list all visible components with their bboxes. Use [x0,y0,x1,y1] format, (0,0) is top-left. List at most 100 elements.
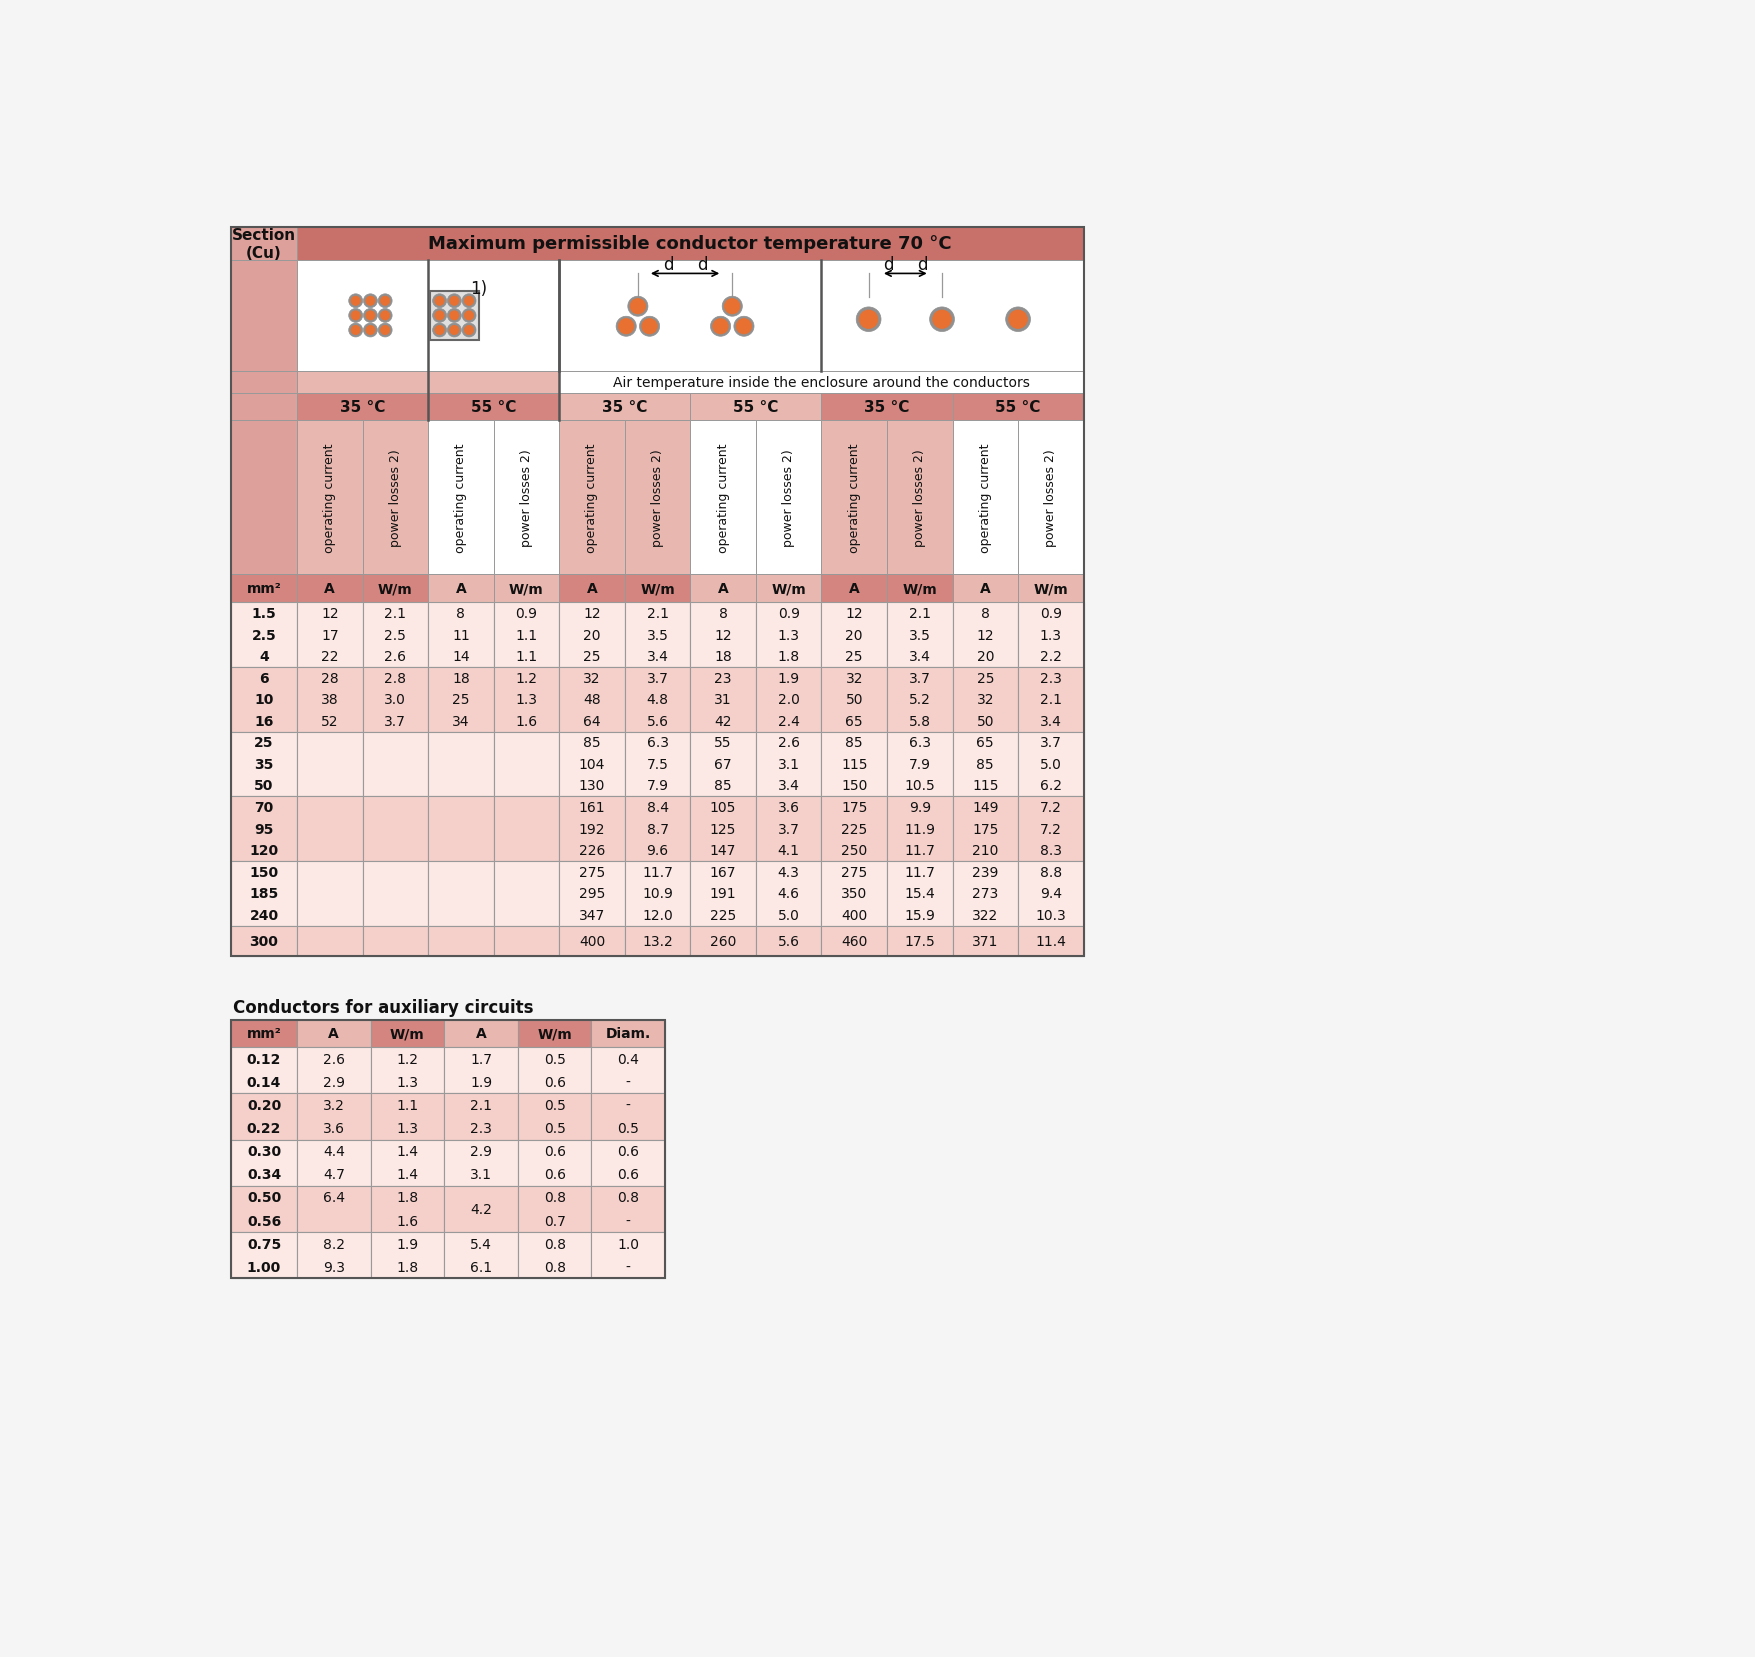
Bar [232,926,297,956]
Bar [297,603,362,668]
Text: 4.8: 4.8 [646,693,669,708]
Text: 12: 12 [714,628,732,643]
Text: A: A [979,582,990,597]
Bar [232,260,297,371]
Text: W/m: W/m [537,1027,572,1041]
Bar [370,1233,444,1279]
Text: 1.6: 1.6 [514,714,537,729]
Text: 2.4: 2.4 [777,714,799,729]
Text: 3.6: 3.6 [323,1122,344,1135]
Text: 6.3: 6.3 [646,736,669,751]
Text: 11.9: 11.9 [904,822,935,837]
Bar [1018,862,1083,926]
Text: 1.1: 1.1 [514,650,537,664]
Bar [755,603,821,668]
Bar [821,421,886,575]
Text: Conductors for auxiliary circuits: Conductors for auxiliary circuits [233,999,534,1016]
Bar [1018,668,1083,732]
Circle shape [448,323,462,338]
Text: 10.5: 10.5 [904,779,935,794]
Bar [821,668,886,732]
Text: 8: 8 [718,606,727,621]
Text: 161: 161 [579,800,605,815]
Text: 0.50: 0.50 [247,1191,281,1205]
Bar [591,1094,665,1140]
Bar [951,862,1018,926]
Bar [558,797,625,862]
Text: 1.4: 1.4 [397,1145,418,1158]
Text: 149: 149 [972,800,999,815]
Circle shape [432,323,446,338]
Text: 5.0: 5.0 [777,908,799,923]
Text: 11.7: 11.7 [642,865,672,880]
Text: 12: 12 [976,628,993,643]
Bar [518,1094,591,1140]
Bar [558,862,625,926]
Text: 85: 85 [583,736,600,751]
Text: 12.0: 12.0 [642,908,672,923]
Text: 1.2: 1.2 [397,1052,418,1065]
Text: 9.3: 9.3 [323,1259,344,1274]
Circle shape [1006,308,1030,333]
Text: 11.7: 11.7 [904,865,935,880]
Text: 12: 12 [844,606,862,621]
Circle shape [463,326,474,335]
Text: -: - [625,1259,630,1274]
Text: 0.9: 0.9 [1039,606,1062,621]
Text: 48: 48 [583,693,600,708]
Bar [690,421,755,575]
Bar [1018,797,1083,862]
Bar [690,862,755,926]
Text: 17: 17 [321,628,339,643]
Text: 400: 400 [579,935,605,948]
Bar [558,575,625,603]
Circle shape [630,300,646,315]
Text: 10.3: 10.3 [1035,908,1065,923]
Bar [755,421,821,575]
Text: 295: 295 [579,886,605,901]
Bar [625,575,690,603]
Bar [493,862,558,926]
Bar [493,797,558,862]
Bar [232,797,297,862]
Text: 23: 23 [714,671,732,686]
Text: 5.6: 5.6 [777,935,799,948]
Bar [518,1021,591,1047]
Bar [444,1047,518,1094]
Bar [558,926,625,956]
Text: 6: 6 [260,671,269,686]
Text: 1.7: 1.7 [470,1052,491,1065]
Bar [428,603,493,668]
Bar [232,371,297,393]
Bar [370,1021,444,1047]
Text: 18: 18 [714,650,732,664]
Circle shape [449,297,458,307]
Text: 20: 20 [844,628,862,643]
Bar [558,393,690,421]
Text: operating current: operating current [978,444,992,553]
Circle shape [377,310,391,323]
Bar [297,1021,370,1047]
Text: 240: 240 [249,908,279,923]
Bar [362,668,428,732]
Text: 125: 125 [709,822,735,837]
Text: 16: 16 [254,714,274,729]
Circle shape [449,326,458,335]
Bar [362,797,428,862]
Text: 8.8: 8.8 [1039,865,1062,880]
Text: power losses 2): power losses 2) [913,449,925,547]
Bar [518,1047,591,1094]
Text: 2.8: 2.8 [384,671,405,686]
Text: 0.5: 0.5 [544,1052,565,1065]
Text: operating current: operating current [848,444,860,553]
Text: 0.6: 0.6 [618,1168,639,1181]
Text: 3.7: 3.7 [909,671,930,686]
Text: 8.7: 8.7 [646,822,669,837]
Bar [886,575,951,603]
Text: 0.30: 0.30 [247,1145,281,1158]
Bar [444,1094,518,1140]
Text: 347: 347 [579,908,605,923]
Circle shape [351,297,360,307]
Circle shape [435,312,444,321]
Text: d: d [916,257,927,273]
